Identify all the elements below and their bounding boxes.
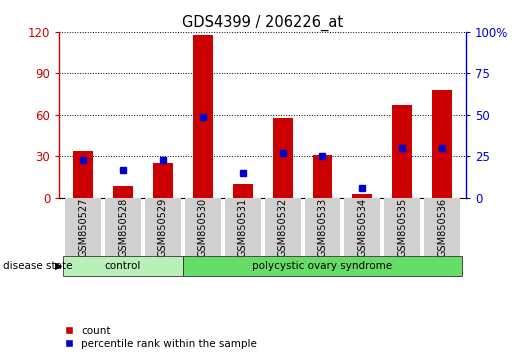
Text: GSM850530: GSM850530: [198, 198, 208, 257]
Bar: [392, 105, 412, 198]
Bar: [73, 151, 93, 198]
Legend: count, percentile rank within the sample: count, percentile rank within the sample: [64, 326, 257, 349]
FancyBboxPatch shape: [105, 198, 141, 256]
Bar: [272, 118, 293, 198]
Bar: [193, 35, 213, 198]
Text: GSM850528: GSM850528: [118, 198, 128, 257]
Bar: [432, 90, 452, 198]
Bar: [233, 184, 253, 198]
Text: ▶: ▶: [55, 261, 63, 271]
FancyBboxPatch shape: [304, 198, 340, 256]
Text: control: control: [105, 261, 141, 271]
Text: polycystic ovary syndrome: polycystic ovary syndrome: [252, 261, 392, 271]
FancyBboxPatch shape: [265, 198, 301, 256]
Text: GSM850531: GSM850531: [238, 198, 248, 257]
FancyBboxPatch shape: [225, 198, 261, 256]
Text: GSM850527: GSM850527: [78, 198, 88, 257]
Bar: [113, 185, 133, 198]
Text: GSM850532: GSM850532: [278, 198, 287, 257]
Text: disease state: disease state: [3, 261, 72, 271]
FancyBboxPatch shape: [65, 198, 101, 256]
Text: GSM850535: GSM850535: [397, 198, 407, 257]
Bar: [313, 155, 333, 198]
FancyBboxPatch shape: [424, 198, 460, 256]
Text: GSM850536: GSM850536: [437, 198, 447, 257]
FancyBboxPatch shape: [384, 198, 420, 256]
FancyBboxPatch shape: [345, 198, 380, 256]
FancyBboxPatch shape: [185, 198, 221, 256]
Text: GSM850533: GSM850533: [317, 198, 328, 257]
FancyBboxPatch shape: [145, 198, 181, 256]
Title: GDS4399 / 206226_at: GDS4399 / 206226_at: [182, 14, 343, 30]
FancyBboxPatch shape: [63, 256, 183, 276]
Text: GSM850534: GSM850534: [357, 198, 367, 257]
Text: GSM850529: GSM850529: [158, 198, 168, 257]
FancyBboxPatch shape: [183, 256, 462, 276]
Bar: [153, 164, 173, 198]
Bar: [352, 194, 372, 198]
